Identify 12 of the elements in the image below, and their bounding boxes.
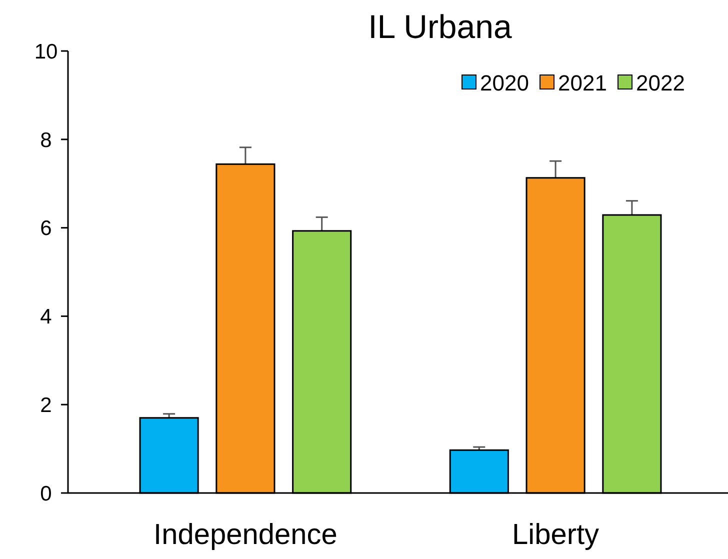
y-tick-label: 8 — [40, 128, 52, 152]
x-tick-label: Independence — [154, 519, 338, 551]
legend-label: 2022 — [636, 70, 685, 96]
y-tick-label: 4 — [40, 306, 52, 329]
chart-title: IL Urbana — [368, 8, 512, 45]
y-tick-label: 10 — [34, 40, 58, 64]
y-tick-label: 0 — [40, 482, 52, 506]
legend-label: 2020 — [480, 70, 529, 96]
y-tick-label: 2 — [40, 394, 52, 417]
y-tick-label: 6 — [40, 217, 52, 240]
legend-label: 2021 — [558, 70, 607, 96]
x-tick-label: Liberty — [512, 519, 600, 551]
